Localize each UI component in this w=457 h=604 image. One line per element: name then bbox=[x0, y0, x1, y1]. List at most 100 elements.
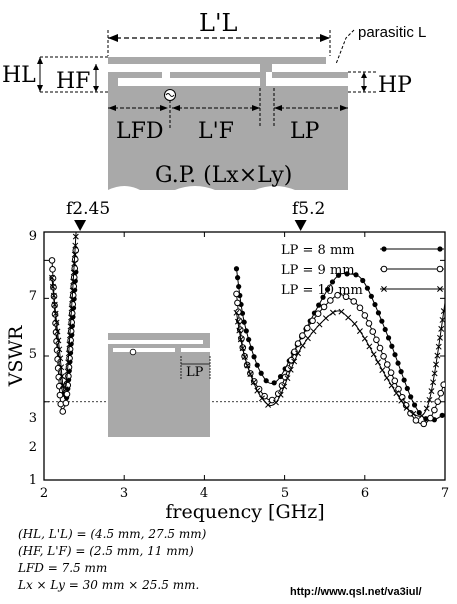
data-point bbox=[49, 283, 56, 290]
data-point bbox=[427, 414, 434, 422]
data-point bbox=[395, 360, 401, 366]
data-point bbox=[437, 286, 443, 292]
data-point bbox=[50, 292, 57, 299]
data-point bbox=[379, 367, 386, 374]
data-point bbox=[66, 341, 73, 348]
antenna-diagram: L'L parasitic L HL HF HP LFD L'F LP bbox=[2, 9, 426, 196]
data-point bbox=[258, 370, 264, 376]
data-point bbox=[66, 345, 74, 353]
dim-label-hl: HL bbox=[2, 63, 36, 88]
y-tick-label: 3 bbox=[29, 411, 37, 426]
param-line: Lx × Ly = 30 mm × 25.5 mm. bbox=[18, 578, 200, 592]
marker-arrows bbox=[74, 220, 307, 231]
data-point bbox=[387, 369, 395, 376]
data-point bbox=[59, 408, 67, 415]
slot-inner bbox=[162, 70, 170, 80]
ground-plane bbox=[108, 72, 348, 190]
data-point bbox=[433, 361, 439, 368]
data-point bbox=[49, 274, 55, 281]
data-point bbox=[360, 277, 366, 284]
data-point bbox=[69, 292, 77, 299]
x-tick-label: 2 bbox=[40, 486, 48, 501]
data-point bbox=[72, 242, 79, 249]
data-point bbox=[65, 359, 72, 366]
data-point bbox=[63, 390, 71, 398]
data-point bbox=[65, 350, 72, 357]
data-point bbox=[398, 397, 405, 404]
data-point bbox=[342, 293, 350, 301]
data-point bbox=[299, 342, 306, 349]
data-point bbox=[316, 321, 323, 328]
data-point bbox=[265, 401, 272, 408]
data-point bbox=[356, 328, 363, 335]
data-point bbox=[345, 314, 352, 321]
data-point bbox=[423, 416, 429, 422]
data-point bbox=[259, 395, 265, 402]
ground-plane-label: G.P. (Lx×Ly) bbox=[155, 163, 292, 188]
data-point bbox=[71, 260, 78, 267]
y-tick-label: 5 bbox=[29, 347, 37, 362]
data-point bbox=[67, 323, 74, 330]
data-point bbox=[58, 364, 65, 371]
data-point bbox=[324, 286, 331, 293]
x-tick-label: 5 bbox=[281, 486, 289, 501]
data-point bbox=[243, 328, 249, 334]
data-point bbox=[395, 385, 402, 393]
data-point bbox=[440, 381, 445, 388]
data-point bbox=[434, 352, 441, 359]
data-point bbox=[268, 396, 276, 404]
slot-gap bbox=[260, 64, 272, 72]
data-point bbox=[437, 389, 445, 397]
x-tick-label: 4 bbox=[200, 486, 208, 501]
data-point bbox=[62, 399, 70, 407]
y-tick-label: 1 bbox=[29, 473, 37, 488]
data-point bbox=[393, 390, 400, 397]
data-point bbox=[53, 319, 60, 326]
data-point bbox=[287, 366, 294, 373]
data-point bbox=[236, 283, 242, 290]
data-point bbox=[70, 274, 78, 281]
data-point bbox=[67, 336, 74, 344]
parameter-list: (HL, L'L) = (4.5 mm, 27.5 mm) (HF, L'F) … bbox=[18, 526, 206, 594]
data-point bbox=[322, 315, 329, 322]
data-point bbox=[392, 352, 398, 358]
legend-label-lp10: LP = 10 mm bbox=[281, 283, 363, 298]
data-point bbox=[366, 343, 373, 350]
data-point bbox=[440, 308, 445, 315]
data-point bbox=[329, 279, 336, 285]
data-point bbox=[368, 293, 374, 299]
data-point bbox=[248, 345, 254, 351]
data-point bbox=[410, 410, 417, 417]
data-point bbox=[66, 354, 73, 362]
slot-top bbox=[108, 64, 326, 72]
data-point bbox=[375, 359, 381, 366]
data-point bbox=[401, 377, 407, 383]
data-point bbox=[334, 291, 341, 299]
data-point bbox=[69, 287, 76, 294]
data-point bbox=[389, 343, 395, 349]
y-axis-label: VSWR bbox=[5, 325, 27, 387]
data-point bbox=[439, 412, 445, 418]
data-point bbox=[304, 324, 311, 332]
legend: LP = 8 mm LP = 9 mm LP = 10 mm bbox=[281, 243, 444, 298]
data-point bbox=[71, 256, 79, 263]
data-point bbox=[58, 373, 65, 380]
data-point bbox=[291, 348, 298, 356]
data-point bbox=[316, 302, 322, 308]
frequency-marker-arrow bbox=[74, 220, 87, 231]
data-point bbox=[431, 406, 438, 414]
data-point bbox=[420, 420, 428, 428]
data-point bbox=[70, 283, 78, 290]
frequency-marker-arrow bbox=[294, 220, 307, 231]
data-point bbox=[372, 301, 378, 308]
data-point bbox=[391, 377, 399, 385]
data-point bbox=[436, 265, 444, 273]
data-point bbox=[48, 257, 56, 264]
data-point bbox=[277, 373, 284, 380]
data-point bbox=[353, 272, 359, 278]
dim-label-hf: HF bbox=[56, 69, 90, 94]
inset-diagram: LP bbox=[108, 333, 211, 437]
data-point bbox=[244, 362, 251, 369]
data-point bbox=[56, 346, 63, 353]
